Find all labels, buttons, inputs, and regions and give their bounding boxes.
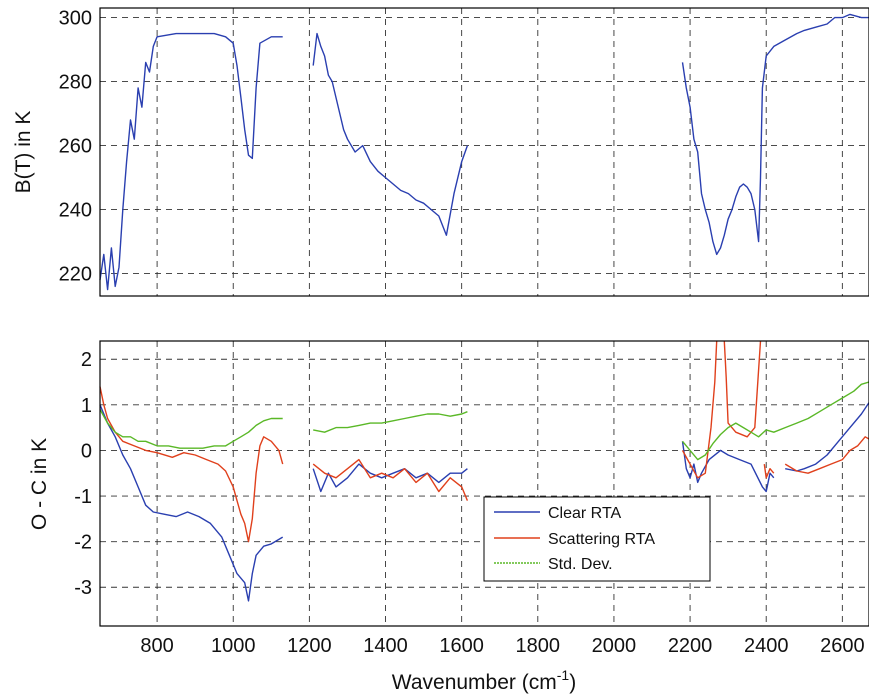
x-tick-1000: 1000	[211, 635, 256, 657]
bottom-y-tick-labels: -3 -2 -1 0 1 2	[74, 349, 92, 599]
legend-label-std-dev: Std. Dev.	[548, 556, 613, 573]
top-series-0-segment-2	[681, 13, 869, 256]
top-lines	[99, 13, 869, 291]
bottom-series-0-segment-2	[681, 441, 775, 493]
bottom-y-tick-1: 1	[81, 395, 92, 417]
x-tick-2000: 2000	[592, 635, 637, 657]
legend: Clear RTA Scattering RTA Std. Dev.	[483, 496, 711, 582]
top-y-tick-labels: 220 240 260 280 300	[59, 8, 92, 286]
top-y-tick-220: 220	[59, 264, 92, 286]
bottom-series-2-segment-0	[99, 409, 283, 449]
bottom-grid	[100, 341, 869, 626]
x-tick-800: 800	[140, 635, 173, 657]
bottom-series-0-segment-3	[785, 402, 869, 472]
legend-label-scattering-rta: Scattering RTA	[548, 531, 655, 548]
bottom-x-tick-labels: 800 1000 1200 1400 1600 1800 2000 2200 2400 2600	[140, 635, 864, 657]
bottom-lines	[99, 340, 869, 602]
top-y-tick-280: 280	[59, 72, 92, 94]
x-tick-1800: 1800	[516, 635, 561, 657]
legend-entry-clear-rta: Clear RTA	[494, 505, 622, 522]
x-axis-label-end: )	[569, 671, 576, 694]
top-y-tick-240: 240	[59, 200, 92, 222]
bottom-panel: -3 -2 -1 0 1 2 800 1000 1200 1400 1600 1800 2000 220…	[28, 340, 869, 694]
bottom-series-1-segment-3	[723, 340, 762, 438]
top-series-0-segment-0	[99, 32, 283, 291]
bottom-series-2-segment-1	[313, 411, 468, 433]
bottom-y-tick-0: 0	[81, 440, 92, 462]
bottom-series-1-segment-4	[763, 464, 775, 479]
top-panel: 220 240 260 280 300 B(T) in K	[12, 7, 869, 297]
top-series-0-segment-1	[312, 32, 469, 236]
bottom-series-1-segment-5	[784, 436, 869, 474]
legend-entry-scattering-rta: Scattering RTA	[494, 531, 655, 548]
top-plot-area	[100, 8, 869, 296]
legend-entry-std-dev: Std. Dev.	[494, 556, 613, 573]
bottom-series-0-segment-0	[99, 404, 284, 602]
x-tick-2400: 2400	[744, 635, 789, 657]
bottom-y-tick--2: -2	[74, 532, 92, 554]
bottom-series-1-segment-0	[99, 386, 284, 543]
bottom-y-axis-label: O - C in K	[28, 438, 51, 530]
bottom-y-tick--1: -1	[74, 486, 92, 508]
x-axis-label-superscript: -1	[557, 667, 570, 683]
top-y-tick-300: 300	[59, 8, 92, 30]
legend-label-clear-rta: Clear RTA	[548, 505, 622, 522]
x-tick-2600: 2600	[820, 635, 865, 657]
legend-box	[483, 496, 711, 582]
bottom-plot-frame	[99, 340, 869, 627]
x-tick-2200: 2200	[668, 635, 713, 657]
x-axis-label: Wavenumber (cm-1)	[392, 667, 576, 694]
bottom-y-tick-2: 2	[81, 349, 92, 371]
bottom-series-1-segment-1	[312, 458, 469, 501]
x-tick-1600: 1600	[439, 635, 484, 657]
bottom-plot-area	[100, 341, 869, 626]
x-tick-1200: 1200	[287, 635, 332, 657]
top-y-tick-260: 260	[59, 136, 92, 158]
top-plot-frame	[99, 7, 869, 297]
top-y-axis-label: B(T) in K	[12, 111, 35, 194]
bottom-series-1-segment-2	[681, 340, 718, 479]
bottom-y-tick--3: -3	[74, 577, 92, 599]
x-tick-1400: 1400	[363, 635, 408, 657]
x-axis-label-main: Wavenumber (cm	[392, 671, 557, 694]
bottom-series-2-segment-2	[681, 381, 869, 461]
